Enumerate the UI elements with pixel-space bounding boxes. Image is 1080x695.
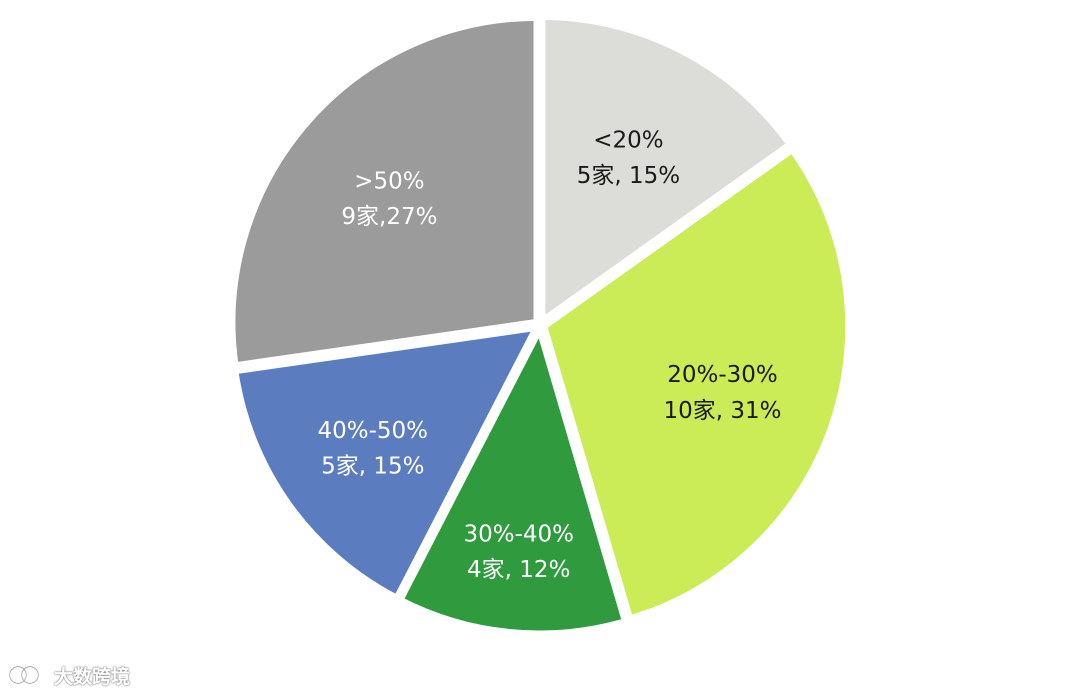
pie-slice-2 bbox=[395, 319, 630, 638]
slice-count-label: 10家, 31% bbox=[663, 398, 781, 424]
slice-range-label: 40%-50% bbox=[317, 418, 428, 444]
pie-slice-0 bbox=[538, 12, 796, 329]
watermark-text: 大数跨境 bbox=[54, 665, 131, 688]
slice-range-label: <20% bbox=[593, 127, 663, 153]
slice-label-3: 40%-50% 5家, 15% bbox=[317, 418, 428, 480]
slice-range-label: 20%-30% bbox=[667, 362, 778, 388]
pie-slices bbox=[228, 12, 853, 638]
watermark: 大数跨境 bbox=[8, 660, 130, 690]
slice-count-label: 4家, 12% bbox=[467, 557, 570, 583]
logo-icon bbox=[9, 666, 48, 684]
pie-slice-3 bbox=[230, 322, 543, 604]
slice-range-label: >50% bbox=[354, 169, 424, 195]
slice-label-4: >50% 9家,27% bbox=[341, 169, 437, 231]
slice-count-label: 5家, 15% bbox=[321, 454, 424, 480]
slice-label-2: 30%-40% 4家, 12% bbox=[463, 522, 574, 584]
slice-label-1: 20%-30% 10家, 31% bbox=[663, 362, 781, 424]
slice-range-label: 30%-40% bbox=[463, 522, 574, 548]
slice-label-0: <20% 5家, 15% bbox=[577, 127, 680, 189]
slice-count-label: 9家,27% bbox=[341, 204, 437, 230]
slice-count-label: 5家, 15% bbox=[577, 163, 680, 189]
pie-labels: <20% 5家, 15% 20%-30% 10家, 31% 30%-40% 4家, 12%… bbox=[317, 127, 781, 583]
pie-slice-4 bbox=[228, 13, 541, 370]
pie-slice-1 bbox=[539, 144, 853, 624]
